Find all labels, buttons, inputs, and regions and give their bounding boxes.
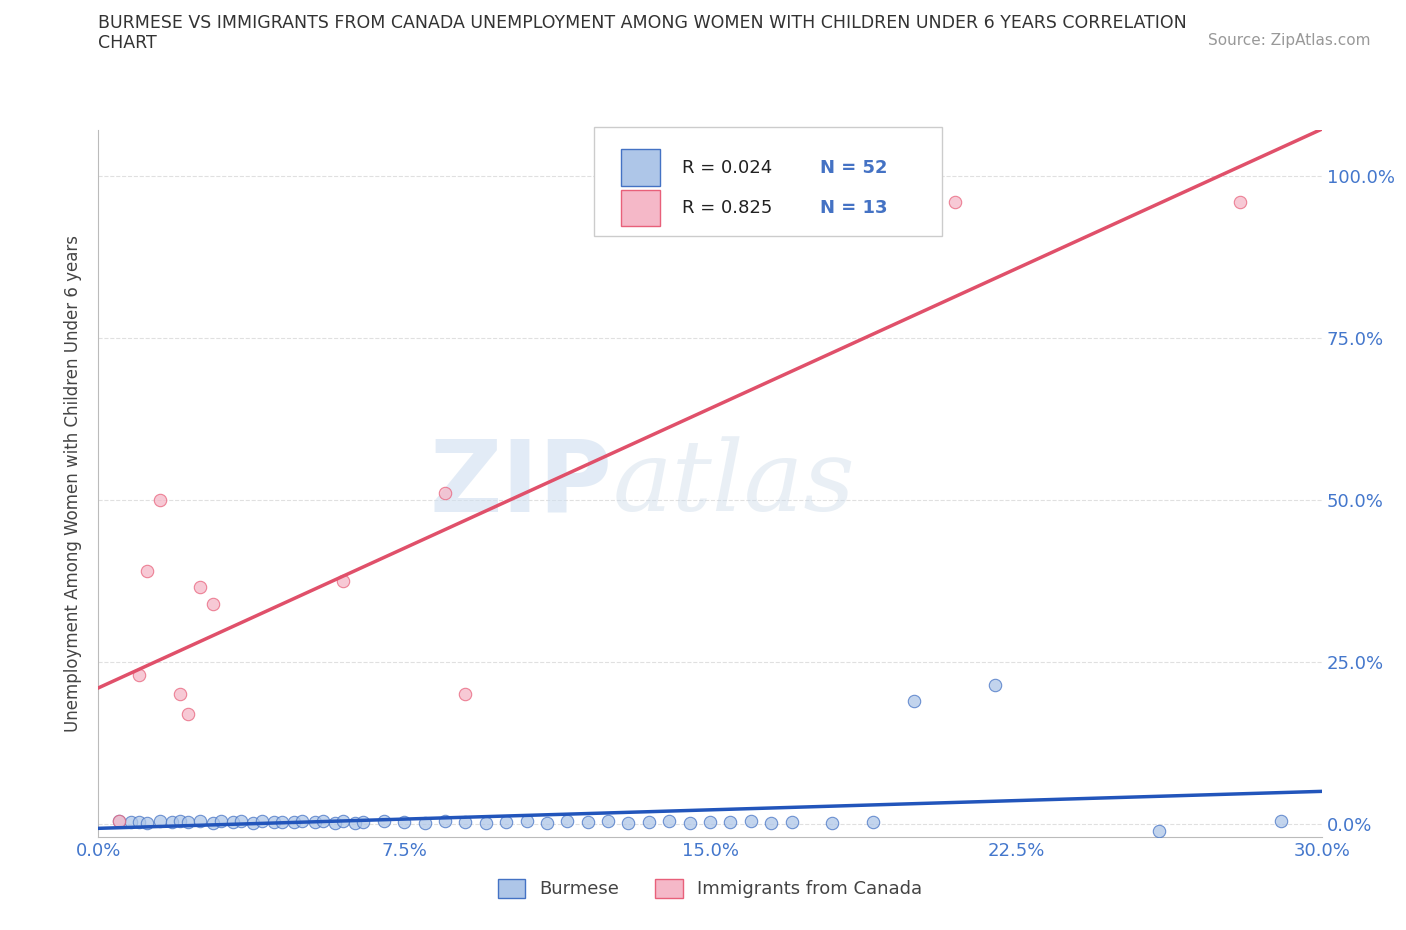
Point: [352, 815, 374, 830]
Point: [740, 814, 762, 829]
Point: [201, 816, 224, 830]
Point: [984, 677, 1007, 692]
Point: [761, 816, 783, 830]
Point: [598, 814, 620, 829]
Text: N = 13: N = 13: [820, 199, 887, 217]
Point: [454, 687, 477, 702]
Point: [1147, 823, 1170, 838]
Point: [263, 815, 285, 830]
Point: [188, 580, 212, 595]
Point: [557, 814, 579, 829]
Point: [128, 815, 150, 830]
Point: [903, 694, 925, 709]
Point: [638, 815, 661, 830]
Point: [332, 814, 354, 829]
Point: [1229, 194, 1251, 209]
Point: [222, 815, 245, 830]
Point: [434, 814, 457, 829]
FancyBboxPatch shape: [620, 150, 659, 186]
Text: R = 0.825: R = 0.825: [682, 199, 772, 217]
Point: [108, 814, 131, 829]
Point: [128, 668, 150, 683]
Point: [188, 814, 212, 829]
Point: [291, 814, 314, 829]
Text: ZIP: ZIP: [429, 435, 612, 532]
Text: Source: ZipAtlas.com: Source: ZipAtlas.com: [1208, 33, 1371, 47]
Legend: Burmese, Immigrants from Canada: Burmese, Immigrants from Canada: [491, 872, 929, 906]
Point: [209, 814, 232, 829]
Point: [283, 815, 305, 830]
Point: [413, 816, 436, 830]
Point: [495, 815, 517, 830]
Point: [270, 815, 294, 830]
Text: R = 0.024: R = 0.024: [682, 159, 772, 177]
Text: N = 52: N = 52: [820, 159, 887, 177]
Point: [108, 814, 131, 829]
Point: [1270, 814, 1292, 829]
Point: [373, 814, 395, 829]
Point: [434, 485, 457, 500]
Point: [943, 194, 966, 209]
Point: [536, 816, 558, 830]
Point: [169, 814, 191, 829]
FancyBboxPatch shape: [593, 126, 942, 236]
Point: [862, 815, 884, 830]
Text: CHART: CHART: [98, 34, 157, 52]
Point: [679, 816, 702, 830]
Point: [169, 687, 191, 702]
Point: [720, 815, 742, 830]
Text: BURMESE VS IMMIGRANTS FROM CANADA UNEMPLOYMENT AMONG WOMEN WITH CHILDREN UNDER 6: BURMESE VS IMMIGRANTS FROM CANADA UNEMPL…: [98, 14, 1187, 32]
Point: [699, 815, 721, 830]
Point: [160, 815, 183, 830]
Point: [392, 815, 416, 830]
Point: [250, 814, 273, 829]
Point: [120, 815, 142, 830]
Text: atlas: atlas: [612, 436, 855, 531]
Point: [304, 815, 326, 830]
Point: [576, 815, 599, 830]
Y-axis label: Unemployment Among Women with Children Under 6 years: Unemployment Among Women with Children U…: [65, 235, 83, 732]
Point: [136, 564, 159, 578]
Point: [454, 815, 477, 830]
Point: [344, 816, 367, 830]
FancyBboxPatch shape: [620, 190, 659, 226]
Point: [474, 816, 498, 830]
Point: [821, 816, 844, 830]
Point: [136, 816, 159, 830]
Point: [231, 814, 253, 829]
Point: [323, 816, 346, 830]
Point: [312, 814, 335, 829]
Point: [201, 596, 224, 611]
Point: [332, 574, 354, 589]
Point: [149, 814, 172, 829]
Point: [658, 814, 681, 829]
Point: [617, 816, 640, 830]
Point: [177, 707, 200, 722]
Point: [242, 816, 264, 830]
Point: [149, 492, 172, 507]
Point: [780, 815, 803, 830]
Point: [516, 814, 538, 829]
Point: [177, 815, 200, 830]
